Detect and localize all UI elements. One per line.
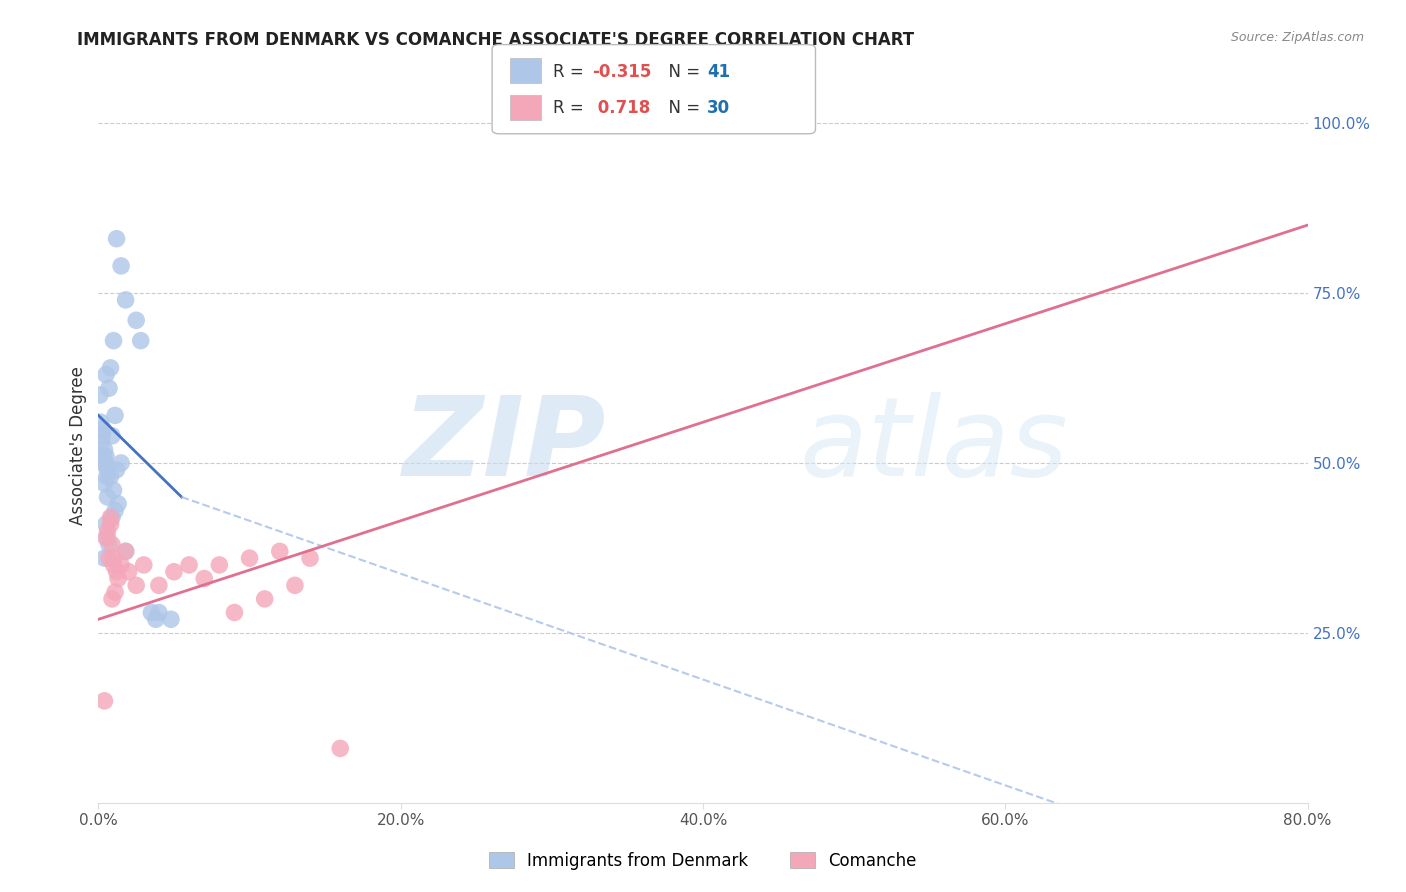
Point	[269, 544, 291, 558]
Text: 0.718: 0.718	[592, 100, 650, 118]
Point	[114, 544, 136, 558]
Point	[96, 463, 118, 477]
Point	[145, 612, 167, 626]
Point	[208, 558, 231, 572]
Point	[90, 435, 112, 450]
Text: N =: N =	[658, 100, 706, 118]
Point	[98, 381, 121, 395]
Point	[91, 456, 114, 470]
Point	[98, 551, 121, 566]
Point	[96, 531, 118, 545]
Point	[253, 591, 276, 606]
Text: atlas: atlas	[800, 392, 1069, 500]
Point	[132, 558, 155, 572]
Point	[160, 612, 183, 626]
Point	[105, 463, 128, 477]
Point	[101, 510, 124, 524]
Point	[104, 409, 127, 423]
Point	[110, 259, 132, 273]
Point	[114, 293, 136, 307]
Point	[110, 558, 132, 572]
Text: IMMIGRANTS FROM DENMARK VS COMANCHE ASSOCIATE'S DEGREE CORRELATION CHART: IMMIGRANTS FROM DENMARK VS COMANCHE ASSO…	[77, 31, 914, 49]
Point	[93, 551, 115, 566]
Point	[148, 578, 170, 592]
Point	[329, 741, 352, 756]
Point	[94, 531, 117, 545]
Point	[179, 558, 201, 572]
Point	[90, 415, 112, 429]
Text: -0.315: -0.315	[592, 62, 651, 80]
Point	[96, 469, 118, 483]
Point	[100, 360, 122, 375]
Text: 30: 30	[707, 100, 730, 118]
Point	[104, 585, 127, 599]
Point	[93, 449, 115, 463]
Point	[118, 565, 141, 579]
Legend: Immigrants from Denmark, Comanche: Immigrants from Denmark, Comanche	[482, 846, 924, 877]
Text: R =: R =	[553, 100, 589, 118]
Point	[91, 429, 114, 443]
Point	[193, 572, 215, 586]
Point	[103, 334, 125, 348]
Text: R =: R =	[553, 62, 589, 80]
Point	[94, 517, 117, 532]
Point	[107, 497, 129, 511]
Point	[141, 606, 163, 620]
Point	[125, 578, 148, 592]
Text: 41: 41	[707, 62, 730, 80]
Point	[163, 565, 186, 579]
Point	[100, 510, 122, 524]
Point	[284, 578, 307, 592]
Point	[125, 313, 148, 327]
Point	[93, 476, 115, 491]
Point	[93, 694, 115, 708]
Point	[94, 456, 117, 470]
Point	[148, 606, 170, 620]
Point	[103, 558, 125, 572]
Point	[89, 388, 111, 402]
Point	[107, 572, 129, 586]
Point	[96, 524, 118, 538]
Point	[103, 551, 125, 566]
Text: Source: ZipAtlas.com: Source: ZipAtlas.com	[1230, 31, 1364, 45]
Point	[91, 422, 114, 436]
Point	[100, 469, 122, 483]
Point	[103, 483, 125, 498]
Point	[105, 565, 128, 579]
Text: N =: N =	[658, 62, 706, 80]
Point	[101, 429, 124, 443]
Point	[101, 537, 124, 551]
Point	[224, 606, 246, 620]
Point	[299, 551, 322, 566]
Point	[105, 232, 128, 246]
Y-axis label: Associate's Degree: Associate's Degree	[69, 367, 87, 525]
Point	[114, 544, 136, 558]
Point	[98, 537, 121, 551]
Point	[94, 368, 117, 382]
Point	[96, 490, 118, 504]
Point	[94, 449, 117, 463]
Point	[110, 456, 132, 470]
Text: ZIP: ZIP	[402, 392, 606, 500]
Point	[239, 551, 262, 566]
Point	[101, 591, 124, 606]
Point	[129, 334, 152, 348]
Point	[93, 442, 115, 457]
Point	[100, 517, 122, 532]
Point	[104, 503, 127, 517]
